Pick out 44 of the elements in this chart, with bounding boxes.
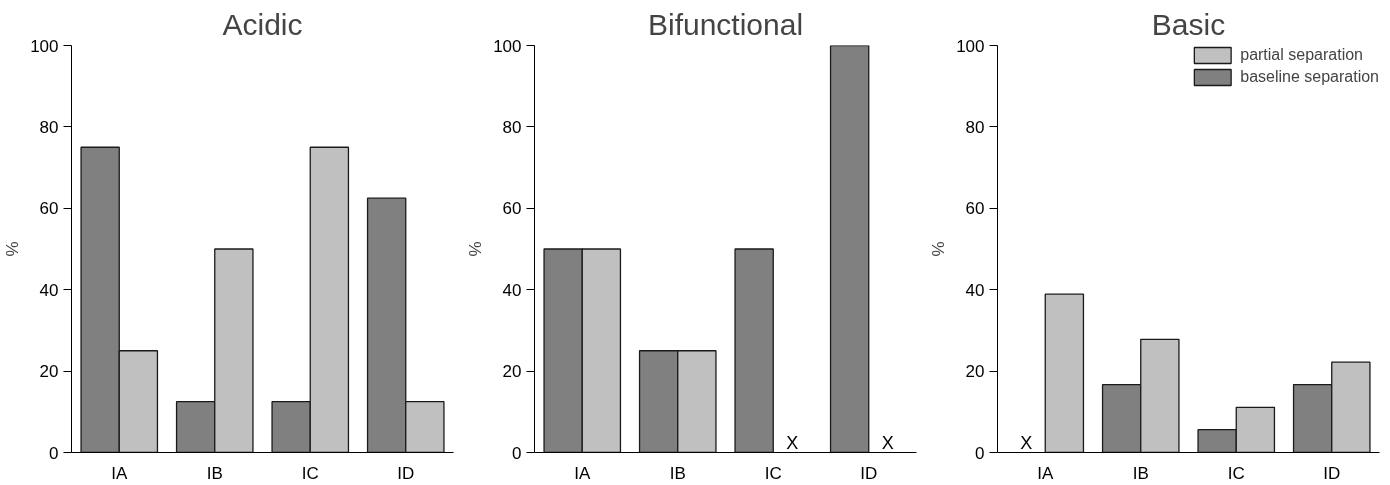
y-tick-label: 100 <box>30 36 59 56</box>
y-tick-label: 60 <box>502 199 522 219</box>
y-tick-label: 20 <box>39 362 59 382</box>
x-tick-label: IB <box>669 463 686 483</box>
y-tick-label: 0 <box>975 443 985 463</box>
y-axis-title: % <box>466 241 486 257</box>
chart-title: Acidic <box>222 7 303 41</box>
bar <box>1044 293 1085 453</box>
annotation: X <box>881 432 894 453</box>
y-tick-label: 100 <box>956 36 985 56</box>
x-tick-label: IB <box>1132 463 1149 483</box>
y-tick-label: 0 <box>49 443 59 463</box>
y-tick-label: 80 <box>965 117 985 137</box>
y-tick-label: 20 <box>502 362 522 382</box>
legend-label: partial separation <box>1240 46 1363 64</box>
x-tick-label: IB <box>206 463 223 483</box>
x-tick-label: ID <box>1323 463 1341 483</box>
x-tick-label: ID <box>860 463 878 483</box>
x-tick-label: ID <box>397 463 415 483</box>
y-axis-title: % <box>929 241 949 257</box>
x-tick-label: IC <box>764 463 782 483</box>
y-axis-title: % <box>3 241 23 257</box>
y-tick-label: 0 <box>512 443 522 463</box>
legend-label: baseline separation <box>1240 68 1379 86</box>
y-tick-label: 100 <box>493 36 522 56</box>
x-tick-label: IA <box>1037 463 1054 483</box>
bar <box>734 248 774 453</box>
y-tick-label: 40 <box>39 280 59 300</box>
chart-title: Bifunctional <box>647 7 804 41</box>
y-tick-label: 60 <box>965 199 985 219</box>
annotation: X <box>786 432 799 453</box>
chart-title: Basic <box>1151 7 1226 41</box>
y-tick-label: 40 <box>965 280 985 300</box>
x-tick-label: IA <box>111 463 128 483</box>
x-tick-label: IA <box>574 463 591 483</box>
y-tick-label: 80 <box>502 117 522 137</box>
x-tick-label: IC <box>1227 463 1245 483</box>
bar <box>829 45 870 453</box>
y-tick-label: 60 <box>39 199 59 219</box>
x-tick-label: IC <box>301 463 319 483</box>
y-tick-label: 20 <box>965 362 985 382</box>
y-tick-label: 80 <box>39 117 59 137</box>
y-tick-label: 40 <box>502 280 522 300</box>
annotation: X <box>1020 432 1033 453</box>
